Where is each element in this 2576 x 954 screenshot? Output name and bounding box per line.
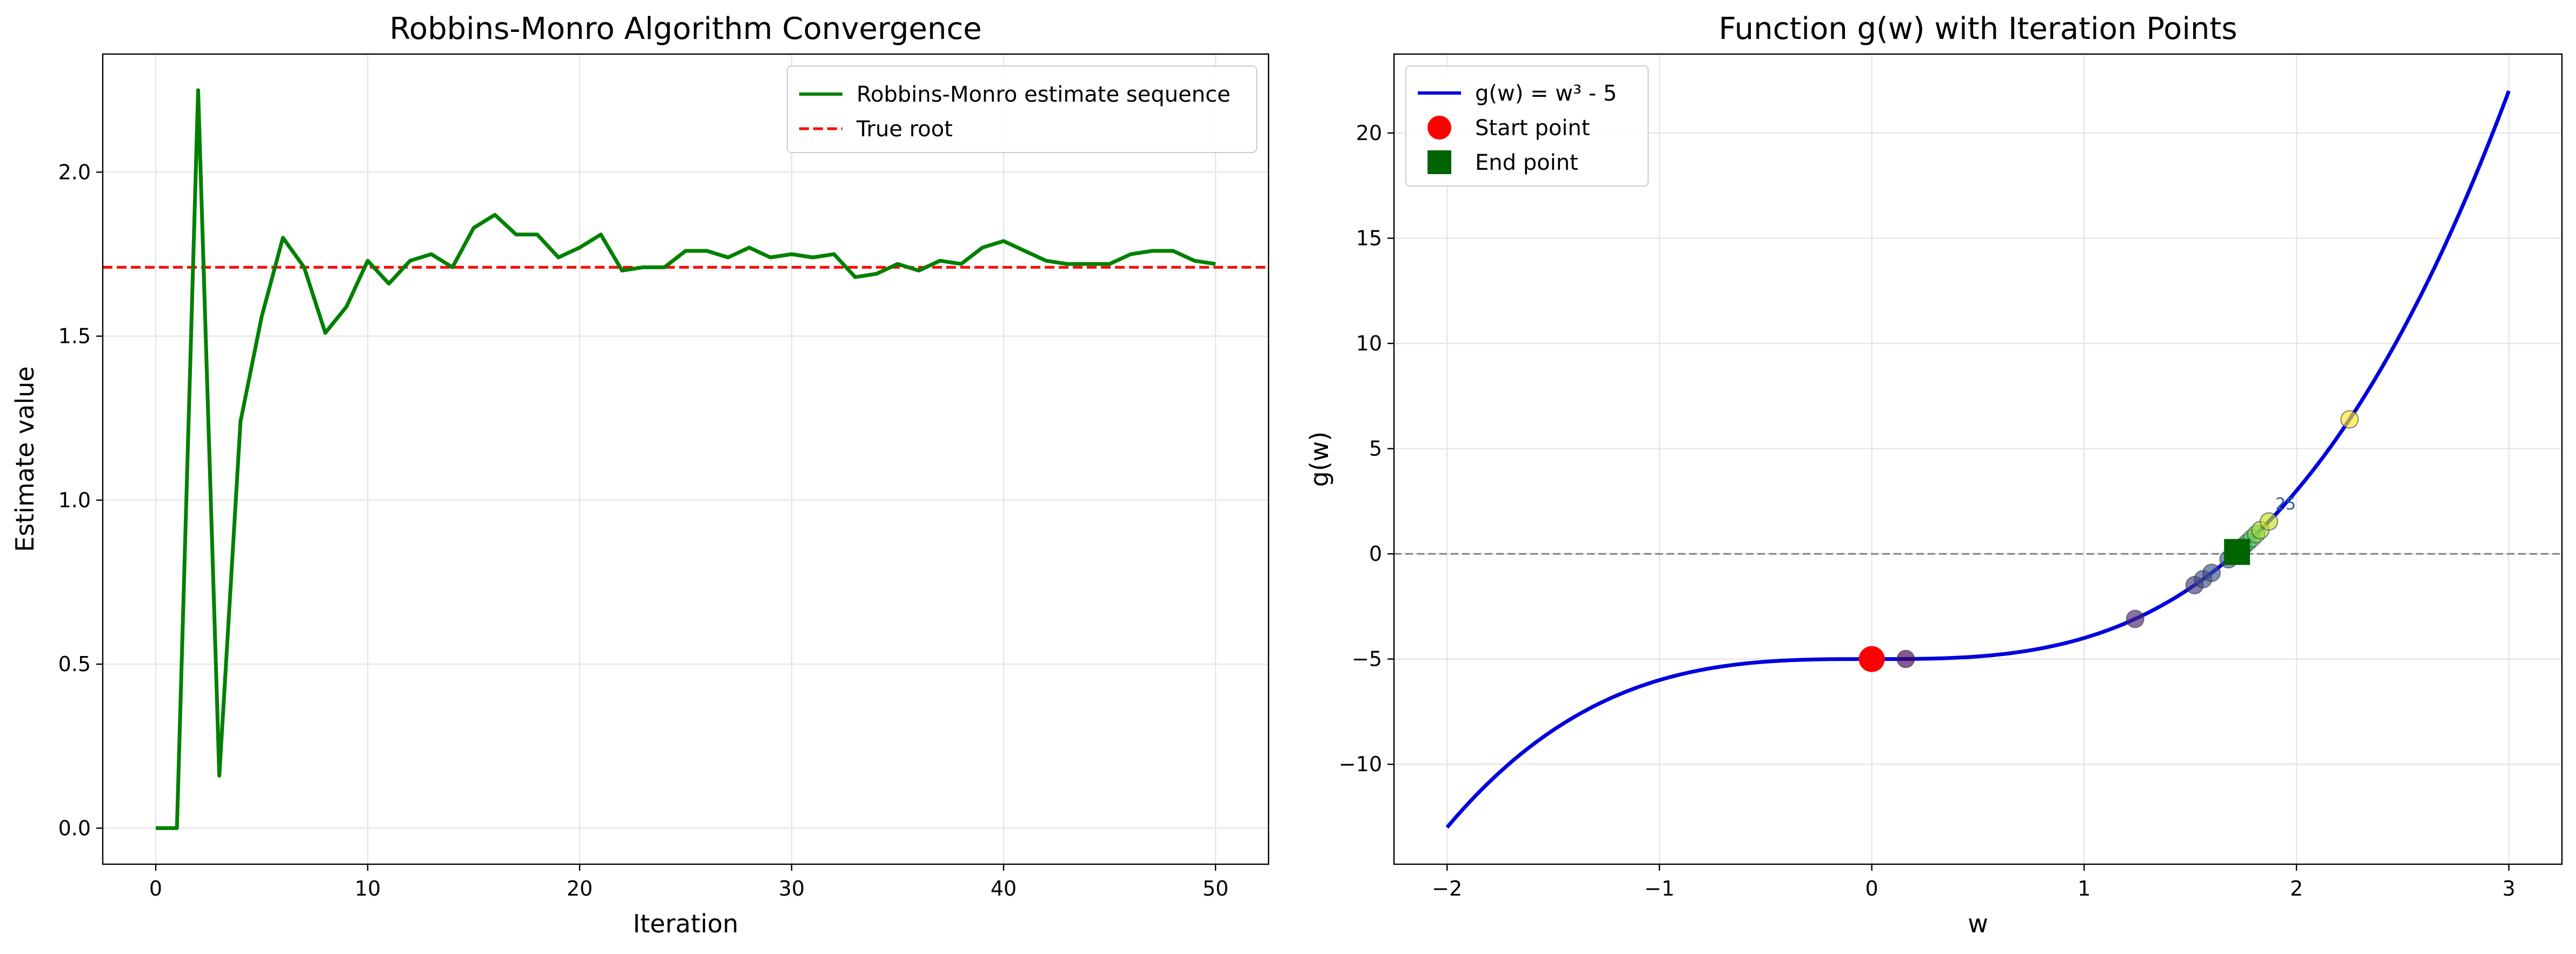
legend-label-true-root: True root	[856, 117, 953, 142]
legend: g(w) = w³ - 5 Start point End point	[1405, 65, 1649, 187]
plot-frame	[102, 53, 1270, 865]
legend-marker-end	[1428, 150, 1451, 174]
legend-box	[787, 65, 1257, 153]
axis-ticks: 0 10 20 30 40 50 0.0 0.5 1.0 1.5 2.0	[58, 160, 1229, 900]
end-point-marker	[2224, 539, 2250, 565]
y-tick-label: 5	[1369, 437, 1382, 461]
x-tick-label: 2	[2290, 877, 2303, 900]
iteration-point	[1896, 650, 1915, 668]
y-tick-label: 1.0	[58, 488, 91, 512]
legend-label-estimate: Robbins-Monro estimate sequence	[857, 82, 1231, 107]
grid	[103, 54, 1269, 864]
y-tick-label: 0	[1369, 542, 1382, 566]
y-tick-label: −5	[1352, 647, 1382, 671]
start-point-marker	[1858, 646, 1885, 672]
x-axis-label: w	[1968, 909, 1988, 938]
iteration-point	[2202, 564, 2221, 582]
y-tick-label: −10	[1339, 752, 1382, 776]
iteration-point	[2260, 512, 2279, 531]
x-tick-label: 10	[355, 877, 381, 900]
iteration-point	[2126, 610, 2145, 628]
legend-label-start: Start point	[1475, 116, 1590, 141]
x-tick-label: 30	[779, 877, 805, 900]
chart-title: Function g(w) with Iteration Points	[1719, 11, 2238, 47]
x-tick-label: 50	[1203, 877, 1229, 900]
x-tick-label: 40	[991, 877, 1017, 900]
x-axis-label: Iteration	[633, 909, 738, 938]
y-tick-label: 1.5	[58, 324, 91, 348]
x-tick-label: 20	[567, 877, 593, 900]
y-tick-label: 2.0	[58, 160, 91, 184]
x-tick-label: 3	[2502, 877, 2515, 900]
iteration-point	[2340, 410, 2359, 429]
y-tick-label: 0.0	[58, 816, 91, 840]
legend: Robbins-Monro estimate sequence True roo…	[787, 65, 1257, 153]
plot-frame	[1393, 53, 2563, 865]
g-curve-line	[1445, 90, 2511, 829]
legend-label-curve: g(w) = w³ - 5	[1475, 81, 1617, 106]
legend-box	[1405, 65, 1649, 187]
series-layer	[103, 88, 1269, 830]
chart-title: Robbins-Monro Algorithm Convergence	[389, 11, 981, 47]
series-layer: 25	[1394, 90, 2562, 829]
x-tick-label: −1	[1644, 877, 1675, 900]
grid	[1394, 54, 2562, 864]
x-tick-label: 0	[1865, 877, 1878, 900]
legend-label-end: End point	[1475, 150, 1578, 175]
convergence-chart: 0 10 20 30 40 50 0.0 0.5 1.0 1.5 2.0 Robbins-Monro…	[10, 11, 1270, 938]
y-axis-label: g(w)	[1305, 432, 1334, 487]
x-tick-label: −2	[1432, 877, 1462, 900]
y-axis-label: Estimate value	[10, 366, 39, 552]
y-tick-label: 20	[1356, 121, 1382, 145]
legend-marker-start	[1428, 116, 1451, 140]
y-tick-label: 15	[1356, 226, 1382, 250]
y-tick-label: 0.5	[58, 652, 91, 676]
estimate-series-line	[156, 88, 1216, 830]
iteration-annotation: 25	[2275, 495, 2296, 514]
x-tick-label: 1	[2077, 877, 2090, 900]
y-tick-label: 10	[1356, 332, 1382, 355]
x-tick-label: 0	[149, 877, 162, 900]
